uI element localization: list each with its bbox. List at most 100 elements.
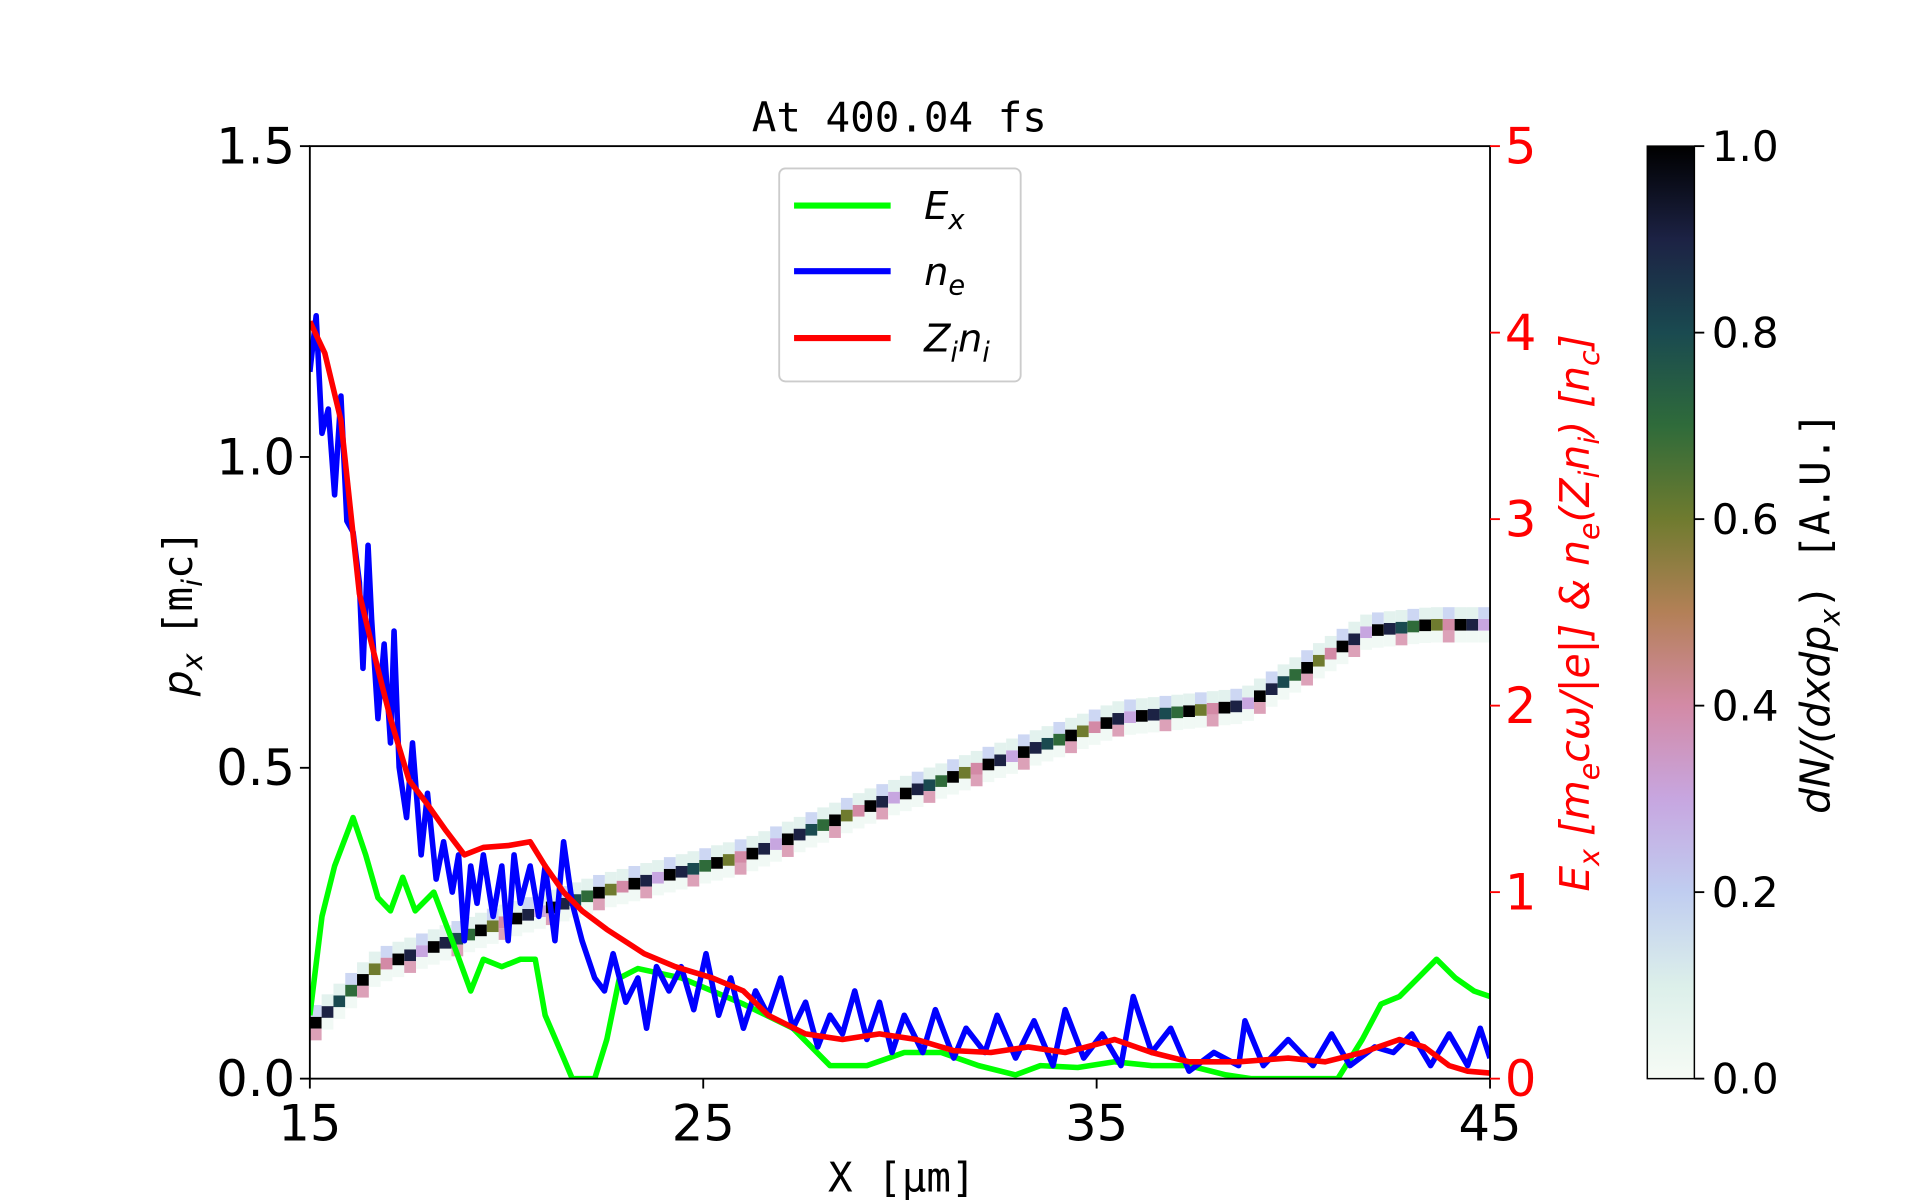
heatmap-cell	[1395, 610, 1408, 622]
heatmap-cell	[1372, 612, 1384, 625]
heatmap-cell	[829, 826, 841, 838]
heatmap-cell	[1183, 717, 1195, 729]
heatmap-cell	[1454, 618, 1467, 631]
heatmap-cell	[758, 854, 771, 867]
heatmap-cell	[1029, 730, 1042, 743]
heatmap-cell	[463, 928, 476, 941]
heatmap-cell	[404, 949, 417, 962]
heatmap-cell	[1230, 700, 1243, 713]
heatmap-cell	[852, 804, 865, 817]
heatmap-cell	[1360, 614, 1372, 627]
heatmap-cell	[1265, 694, 1278, 707]
svg-text:Zini: Zini	[923, 317, 990, 369]
heatmap-cell	[616, 880, 629, 893]
heatmap-cell	[1065, 717, 1077, 730]
heatmap-cell	[451, 921, 464, 933]
heatmap-cell	[392, 965, 405, 978]
heatmap-cell	[852, 793, 865, 805]
heatmap-cell	[557, 897, 570, 910]
heatmap-cell	[746, 835, 759, 848]
heatmap-cell	[1277, 664, 1290, 677]
heatmap-cell	[1053, 733, 1066, 746]
heatmap-cell	[581, 878, 594, 891]
heatmap-cell	[899, 787, 912, 800]
heatmap-cell	[1194, 692, 1207, 705]
heatmap-cell	[923, 791, 936, 803]
heatmap-cell	[994, 754, 1007, 767]
heatmap-cell	[1029, 753, 1042, 766]
heatmap-cell	[1419, 631, 1431, 643]
heatmap-cell	[463, 940, 476, 953]
heatmap-cell	[522, 908, 535, 921]
heatmap-cell	[1372, 635, 1384, 648]
x-tick-label: 35	[1065, 1095, 1128, 1153]
heatmap-cell	[1218, 701, 1231, 714]
heatmap-cell	[687, 851, 700, 863]
heatmap-cell	[994, 766, 1007, 778]
heatmap-cell	[1466, 607, 1479, 619]
heatmap-cell	[1336, 628, 1349, 641]
heatmap-cell	[840, 821, 853, 834]
heatmap-cell	[781, 821, 794, 834]
heatmap-cell	[888, 779, 900, 792]
heatmap-cell	[1490, 631, 1502, 643]
heatmap-cell	[1277, 687, 1290, 700]
heatmap-cell	[333, 1007, 346, 1019]
heatmap-cell	[522, 897, 535, 909]
heatmap-cell	[1041, 749, 1054, 762]
y-axis-label-right: Ex [mecω/|e|] & ne(Zini) [nc]	[1551, 334, 1606, 891]
heatmap-cell	[1206, 691, 1219, 703]
heatmap-cell	[1147, 697, 1160, 709]
series-line-1	[309, 313, 1491, 1074]
heatmap-cell	[1324, 635, 1337, 648]
heatmap-cell	[1065, 741, 1077, 754]
heatmap-cell	[1041, 737, 1054, 750]
heatmap-cell	[840, 809, 853, 822]
heatmap-cell	[1076, 725, 1089, 738]
heatmap-cell	[1442, 630, 1455, 643]
heatmap-cell	[510, 900, 523, 913]
heatmap-cell	[923, 767, 936, 780]
heatmap-cell	[604, 871, 617, 884]
heatmap-cell	[593, 874, 605, 887]
heatmap-cell	[1407, 620, 1420, 633]
heatmap-cell	[368, 963, 381, 976]
heatmap-cell	[793, 828, 806, 841]
heatmap-cell	[380, 957, 393, 970]
heatmap-cell	[970, 750, 983, 763]
heatmap-cell	[1478, 607, 1490, 619]
heatmap-cell	[864, 788, 877, 801]
heatmap-cell	[1006, 750, 1018, 763]
y-tick-label-right: 0	[1505, 1050, 1537, 1108]
heatmap-cell	[1206, 702, 1219, 715]
heatmap-cell	[888, 803, 900, 816]
heatmap-cell	[1419, 619, 1431, 632]
heatmap-cell	[1454, 630, 1467, 643]
heatmap-cell	[640, 863, 653, 875]
heatmap-cell	[427, 941, 440, 953]
heatmap-cell	[911, 795, 924, 808]
heatmap-cell	[1088, 709, 1101, 722]
heatmap-cell	[970, 762, 983, 775]
heatmap-cell	[1301, 673, 1313, 686]
heatmap-cell	[416, 933, 428, 946]
heatmap-cell	[416, 957, 428, 969]
y-tick-label-left: 1.5	[216, 117, 295, 175]
heatmap-cell	[1395, 633, 1408, 646]
heatmap-cell	[1242, 697, 1254, 710]
heatmap-cell	[321, 994, 334, 1007]
heatmap-cell	[368, 975, 381, 987]
heatmap-cell	[392, 953, 405, 966]
svg-text:Ex: Ex	[924, 184, 965, 236]
plot-frame	[308, 145, 1491, 1080]
heatmap-cell	[510, 924, 523, 937]
heatmap-cell	[770, 826, 782, 839]
heatmap-cell	[1230, 712, 1243, 725]
heatmap-cell	[510, 912, 523, 925]
heatmap-cell	[911, 771, 924, 784]
heatmap-cell	[982, 770, 995, 783]
heatmap-cell	[1171, 694, 1184, 707]
heatmap-cell	[663, 857, 676, 869]
heatmap-cell	[1006, 762, 1018, 774]
heatmap-cell	[781, 833, 794, 846]
